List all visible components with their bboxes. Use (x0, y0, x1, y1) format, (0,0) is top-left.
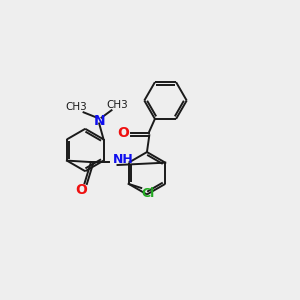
Text: CH3: CH3 (66, 102, 87, 112)
Text: N: N (93, 114, 105, 128)
Text: O: O (117, 126, 129, 140)
Text: NH: NH (113, 153, 134, 166)
Text: Cl: Cl (141, 188, 154, 200)
Text: O: O (75, 183, 87, 197)
Text: CH3: CH3 (106, 100, 128, 110)
